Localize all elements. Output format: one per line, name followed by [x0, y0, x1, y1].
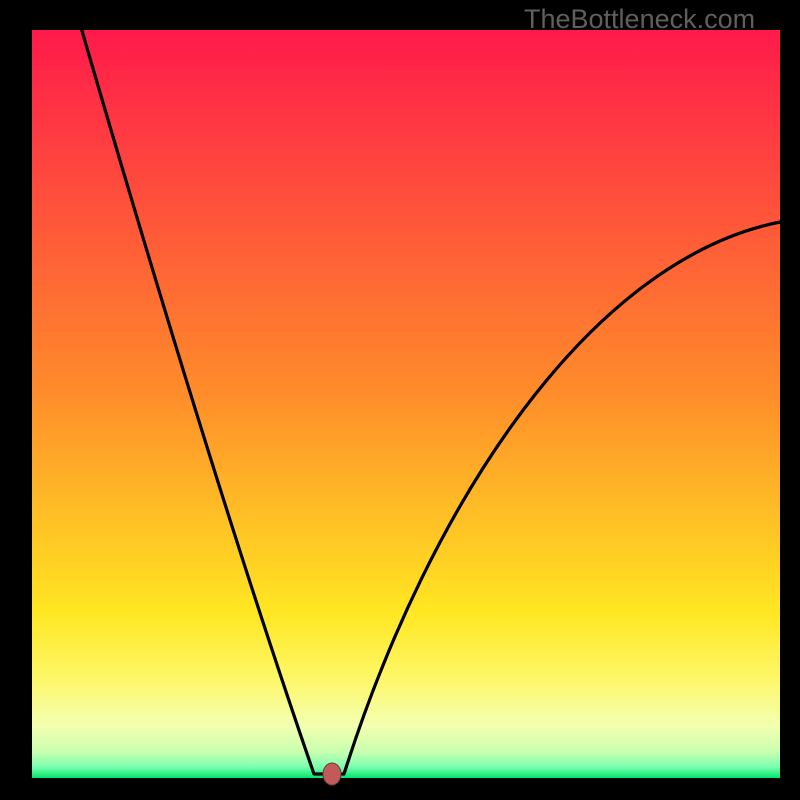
bottleneck-curve-layer [0, 0, 800, 800]
bottleneck-curve [80, 24, 780, 774]
bottleneck-marker [323, 763, 341, 785]
